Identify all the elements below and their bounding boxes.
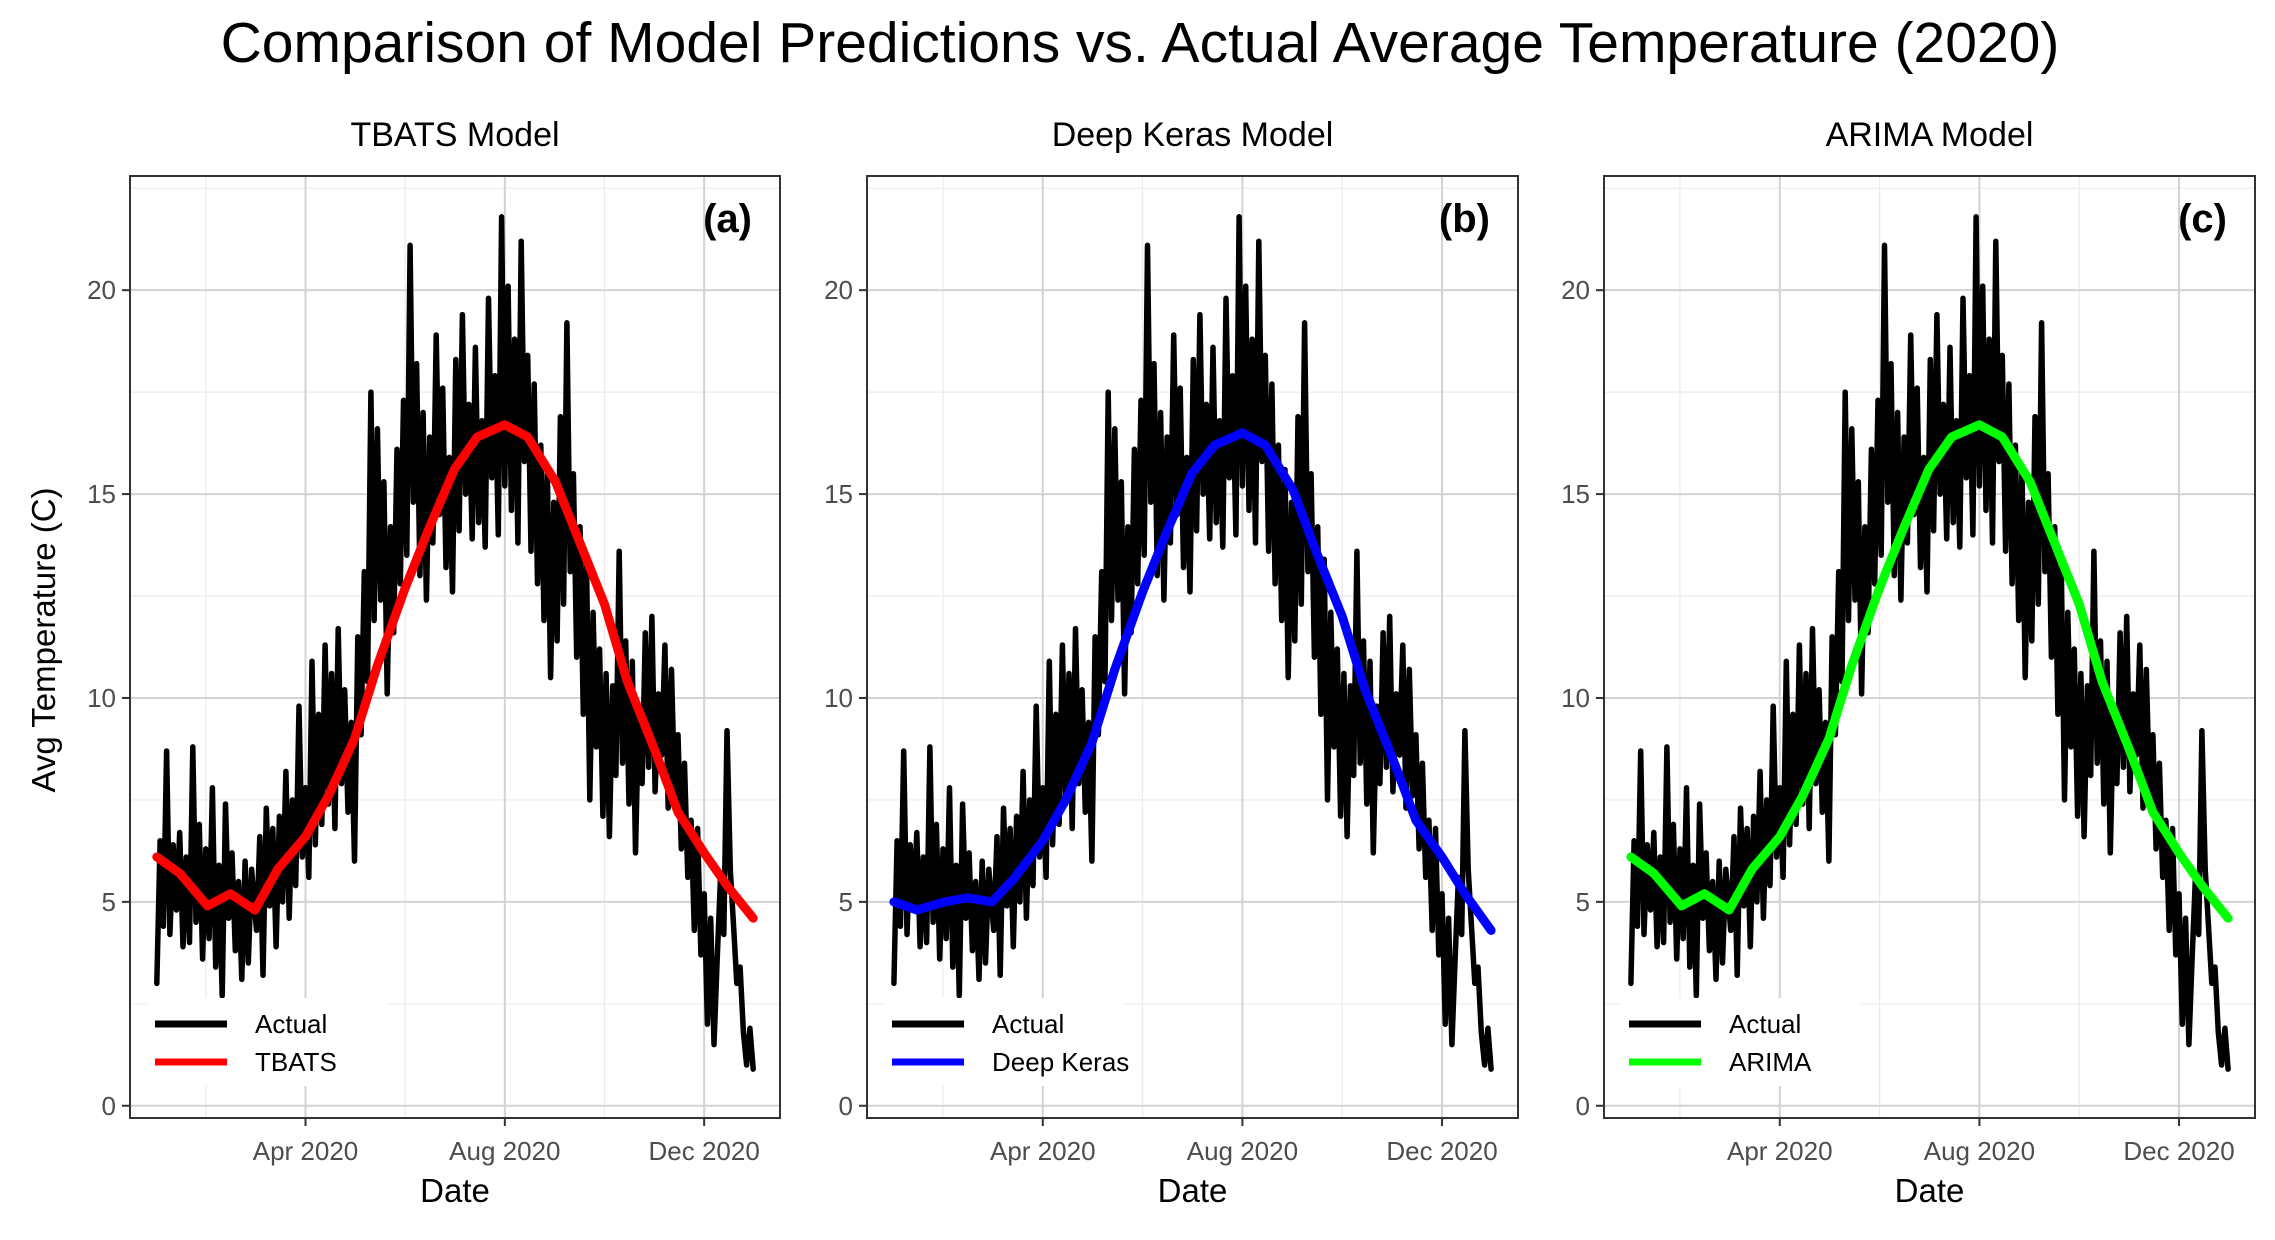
legend-label: Actual: [1729, 1009, 1801, 1039]
legend: Actual ARIMA: [1621, 998, 1861, 1086]
y-tick-label: 10: [1561, 683, 1590, 713]
panel-title: TBATS Model: [350, 116, 559, 154]
panel-border: [1603, 175, 2256, 1119]
y-tick-label: 0: [1576, 1091, 1590, 1121]
y-axis-title: Avg Temperature (C): [25, 487, 62, 792]
legend-background: [1621, 998, 1861, 1086]
panel-label: (b): [1439, 197, 1490, 241]
legend-label: Actual: [992, 1009, 1064, 1039]
panel-label: (c): [2178, 197, 2227, 241]
legend-background: [884, 998, 1124, 1086]
chart-panel-3: ARIMA Model (c) 0 5 10 15 20 Apr 2020 Aug 2020 De…: [1561, 116, 2256, 1209]
y-tick-label: 0: [839, 1091, 853, 1121]
y-tick-label: 20: [87, 275, 116, 305]
panel-title: Deep Keras Model: [1052, 116, 1334, 154]
plot-background: [1604, 176, 2255, 1118]
x-axis-title: Date: [420, 1172, 490, 1209]
legend: Actual TBATS: [147, 998, 387, 1086]
y-tick-label: 20: [824, 275, 853, 305]
y-tick-label: 5: [839, 887, 853, 917]
legend-label: Deep Keras: [992, 1047, 1129, 1077]
y-tick-label: 5: [102, 887, 116, 917]
x-tick-label: Apr 2020: [1727, 1136, 1833, 1166]
x-tick-label: Dec 2020: [2123, 1136, 2234, 1166]
x-tick-label: Aug 2020: [1924, 1136, 2035, 1166]
x-axis-title: Date: [1895, 1172, 1965, 1209]
y-tick-label: 15: [87, 479, 116, 509]
chart-panel-2: Deep Keras Model (b) 0 5 10 15 20 Apr 2020 Aug 2…: [824, 116, 1519, 1209]
x-tick-label: Aug 2020: [449, 1136, 560, 1166]
panel-border: [129, 175, 781, 1119]
legend-label: TBATS: [255, 1047, 337, 1077]
series-deep-keras-line: [889, 428, 1496, 935]
y-tick-label: 10: [824, 683, 853, 713]
legend-background: [147, 998, 387, 1086]
legend-label: ARIMA: [1729, 1047, 1812, 1077]
y-tick-label: 15: [824, 479, 853, 509]
legend: Actual Deep Keras: [884, 998, 1129, 1086]
x-tick-label: Aug 2020: [1187, 1136, 1298, 1166]
chart-panel-1: TBATS Model (a) 0 5 10 15 20 Apr 2020 Aug 2020 De…: [87, 116, 781, 1209]
y-tick-label: 15: [1561, 479, 1590, 509]
panel-label: (a): [703, 197, 752, 241]
series-tbats-line: [152, 420, 758, 923]
y-tick-label: 5: [1576, 887, 1590, 917]
y-tick-label: 20: [1561, 275, 1590, 305]
x-tick-label: Apr 2020: [253, 1136, 359, 1166]
plot-background: [867, 176, 1518, 1118]
x-tick-label: Dec 2020: [648, 1136, 759, 1166]
y-tick-label: 10: [87, 683, 116, 713]
plot-background: [130, 176, 780, 1118]
x-tick-label: Dec 2020: [1386, 1136, 1497, 1166]
panel-title: ARIMA Model: [1826, 116, 2034, 154]
panel-border: [866, 175, 1519, 1119]
figure-title: Comparison of Model Predictions vs. Actu…: [221, 11, 2060, 75]
y-tick-label: 0: [102, 1091, 116, 1121]
x-tick-label: Apr 2020: [990, 1136, 1096, 1166]
legend-label: Actual: [255, 1009, 327, 1039]
x-axis-title: Date: [1158, 1172, 1228, 1209]
series-arima-line: [1626, 420, 2233, 923]
